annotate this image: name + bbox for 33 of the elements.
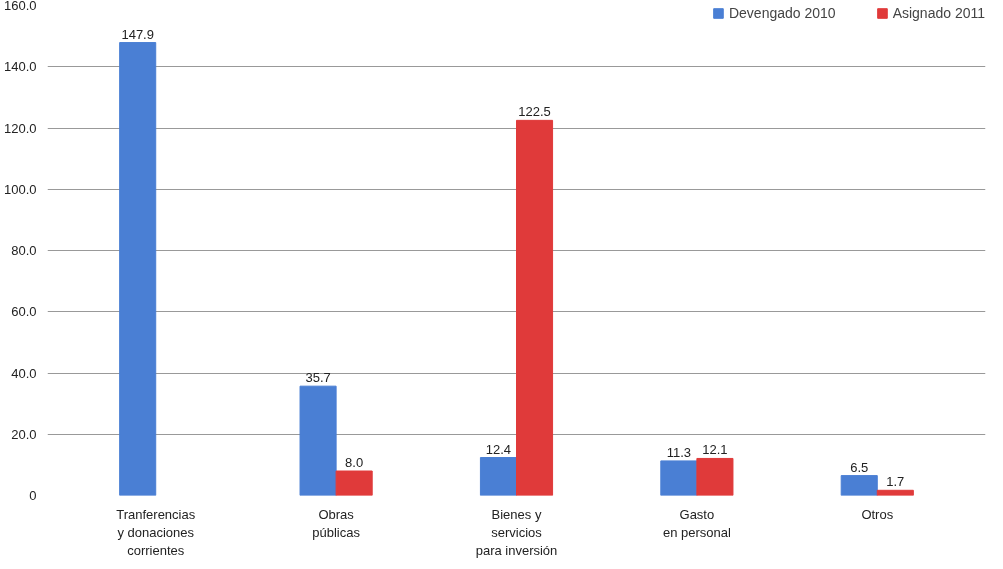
x-tick-label: Obras públicas [312,506,361,540]
data-label: 12.1 [702,442,728,458]
data-label: 12.4 [485,441,512,457]
bar [696,457,734,496]
x-tick-label: Tranferencias y donaciones corrientes [116,506,196,558]
y-tick-label: 100.0 [3,181,37,197]
y-tick-label: 20.0 [11,426,37,442]
bar [840,475,878,496]
data-label: 35.7 [305,370,331,386]
bar [335,470,373,496]
data-label: 122.5 [518,104,551,120]
data-label: 8.0 [345,455,364,470]
y-tick-label: 160.0 [3,0,37,13]
x-tick-label: Otros [861,506,894,522]
bar [119,42,157,496]
x-tick-label: Bienes y servicios para inversión [475,506,558,558]
bar [299,385,337,496]
y-tick-label: 0 [29,488,37,503]
bar [479,457,517,496]
y-tick-label: 80.0 [11,243,37,258]
legend-label: Devengado 2010 [728,5,836,21]
bar [516,119,554,496]
y-tick-label: 140.0 [3,59,37,75]
y-tick-label: 60.0 [11,304,37,320]
y-tick-label: 40.0 [11,365,37,381]
data-label: 1.7 [886,474,905,490]
data-label: 147.9 [121,26,154,42]
y-tick-label: 120.0 [3,120,37,136]
legend-label: Asignado 2011 [892,5,985,21]
bar [660,460,698,496]
data-label: 11.3 [666,444,692,460]
x-tick-label: Gasto en personal [662,506,731,540]
data-label: 6.5 [850,459,869,475]
